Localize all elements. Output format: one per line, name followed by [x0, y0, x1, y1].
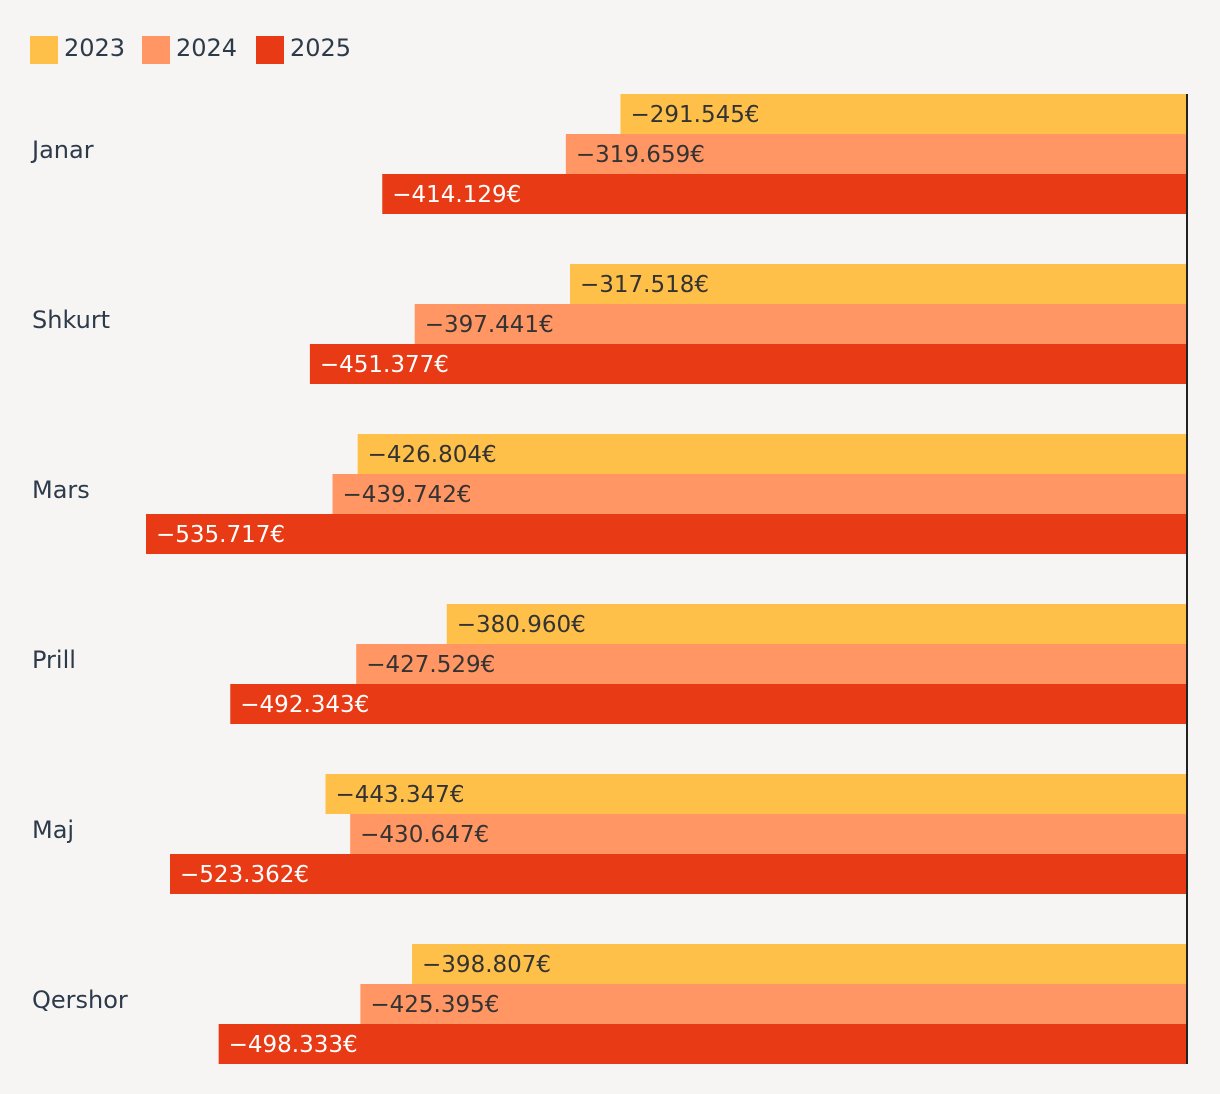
bar-janar-2025 — [382, 174, 1187, 214]
category-labels: Janar Shkurt Mars Prill Maj Qershor — [30, 136, 128, 1014]
bar-label-janar-2024: −319.659€ — [576, 142, 705, 168]
bar-janar-2023 — [620, 94, 1187, 134]
bar-mars-2025 — [146, 514, 1187, 554]
bar-maj-2025 — [170, 854, 1187, 894]
legend: 2023 2024 2025 — [30, 34, 351, 64]
legend-label-2025: 2025 — [290, 34, 351, 62]
legend-label-2023: 2023 — [64, 34, 125, 62]
bar-label-prill-2024: −427.529€ — [366, 652, 495, 678]
bar-mars-2023 — [357, 434, 1187, 474]
bar-label-shkurt-2023: −317.518€ — [580, 272, 709, 298]
bar-label-qershor-2025: −498.333€ — [229, 1032, 358, 1058]
bar-janar-2024 — [565, 134, 1187, 174]
bar-prill-2025 — [230, 684, 1187, 724]
bar-label-shkurt-2025: −451.377€ — [320, 352, 449, 378]
legend-swatch-2025 — [256, 36, 284, 64]
bar-label-janar-2025: −414.129€ — [392, 182, 521, 208]
bar-label-prill-2023: −380.960€ — [457, 612, 586, 638]
bar-label-janar-2023: −291.545€ — [630, 102, 759, 128]
bar-maj-2023 — [325, 774, 1188, 814]
bar-label-mars-2025: −535.717€ — [156, 522, 285, 548]
category-label-qershor: Qershor — [32, 986, 128, 1014]
bar-maj-2024 — [350, 814, 1187, 854]
bar-label-mars-2024: −439.742€ — [342, 482, 471, 508]
legend-swatch-2023 — [30, 36, 58, 64]
bar-prill-2024 — [356, 644, 1187, 684]
bar-label-prill-2025: −492.343€ — [240, 692, 369, 718]
category-label-maj: Maj — [32, 816, 74, 844]
category-label-prill: Prill — [32, 646, 76, 674]
bar-label-qershor-2024: −425.395€ — [370, 992, 499, 1018]
category-label-janar: Janar — [30, 136, 94, 164]
bar-label-qershor-2023: −398.807€ — [422, 952, 551, 978]
bar-shkurt-2025 — [309, 344, 1187, 384]
legend-label-2024: 2024 — [176, 34, 237, 62]
bar-label-shkurt-2024: −397.441€ — [425, 312, 554, 338]
bar-shkurt-2023 — [570, 264, 1187, 304]
bars — [146, 94, 1188, 1064]
bar-qershor-2025 — [218, 1024, 1187, 1064]
legend-swatch-2024 — [142, 36, 170, 64]
bar-label-mars-2023: −426.804€ — [368, 442, 497, 468]
bar-label-maj-2024: −430.647€ — [360, 822, 489, 848]
bar-mars-2024 — [332, 474, 1187, 514]
category-label-mars: Mars — [32, 476, 90, 504]
category-label-shkurt: Shkurt — [32, 306, 110, 334]
bar-label-maj-2023: −443.347€ — [335, 782, 464, 808]
bar-label-maj-2025: −523.362€ — [180, 862, 309, 888]
bar-qershor-2024 — [360, 984, 1188, 1024]
bar-labels: −291.545€ −319.659€ −414.129€ −317.518€ −397… — [156, 102, 759, 1058]
bar-qershor-2023 — [412, 944, 1187, 984]
bar-prill-2023 — [446, 604, 1187, 644]
bar-shkurt-2024 — [414, 304, 1188, 344]
